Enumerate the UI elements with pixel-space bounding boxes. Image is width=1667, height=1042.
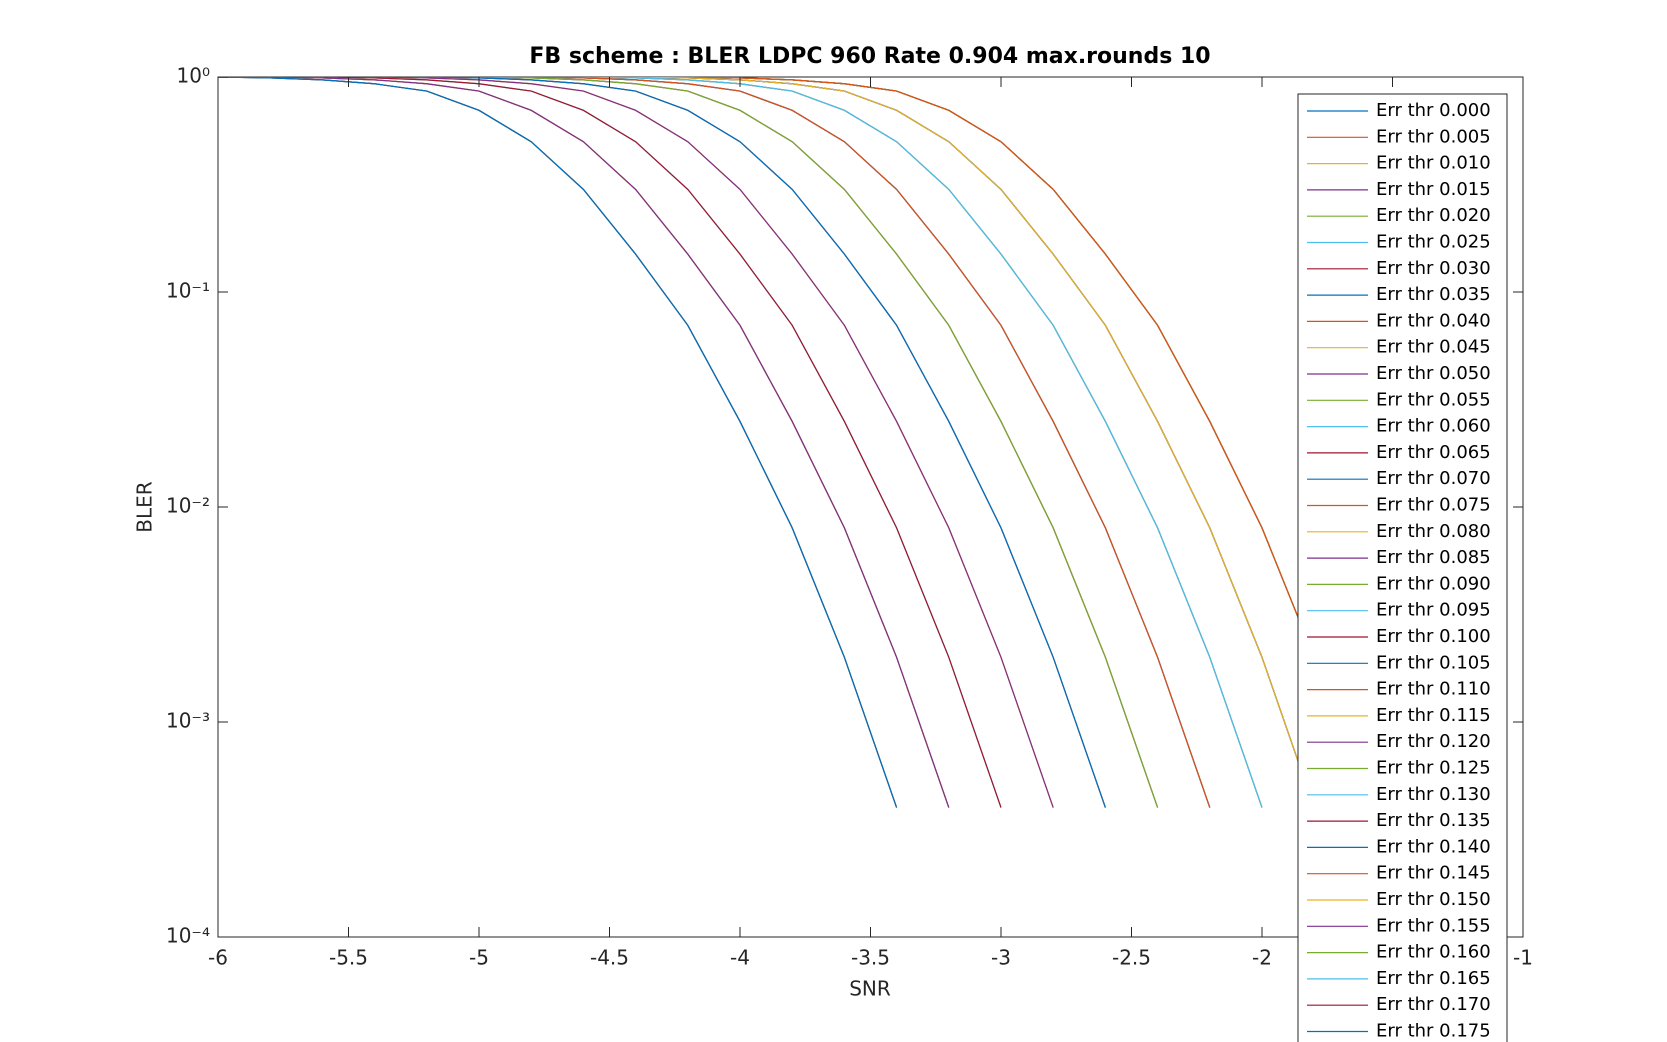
legend-label: Err thr 0.005 — [1376, 126, 1491, 147]
legend-label: Err thr 0.065 — [1376, 442, 1491, 463]
x-tick-label: -4.5 — [590, 946, 629, 970]
series-line — [218, 77, 1211, 808]
series-line — [218, 77, 1054, 808]
legend-label: Err thr 0.125 — [1376, 758, 1491, 779]
legend-label: Err thr 0.155 — [1376, 915, 1491, 936]
x-tick-label: -3.5 — [851, 946, 890, 970]
legend-label: Err thr 0.050 — [1376, 363, 1491, 384]
series-line — [218, 77, 898, 808]
series-line — [218, 77, 1367, 808]
legend-label: Err thr 0.100 — [1376, 626, 1491, 647]
legend-label: Err thr 0.175 — [1376, 1021, 1491, 1042]
legend-label: Err thr 0.055 — [1376, 389, 1491, 410]
legend-label: Err thr 0.140 — [1376, 836, 1491, 857]
legend-label: Err thr 0.090 — [1376, 573, 1491, 594]
legend-label: Err thr 0.060 — [1376, 416, 1491, 437]
x-tick-label: -1 — [1513, 946, 1533, 970]
legend-label: Err thr 0.025 — [1376, 232, 1491, 253]
legend-label: Err thr 0.135 — [1376, 810, 1491, 831]
x-tick-label: -6 — [208, 946, 228, 970]
y-tick-label: 10⁻⁴ — [166, 924, 210, 948]
legend-label: Err thr 0.120 — [1376, 731, 1491, 752]
legend-label: Err thr 0.020 — [1376, 205, 1491, 226]
series-line — [218, 77, 1315, 808]
legend-label: Err thr 0.010 — [1376, 153, 1491, 174]
x-tick-label: -2 — [1252, 946, 1272, 970]
legend-label: Err thr 0.150 — [1376, 889, 1491, 910]
legend-label: Err thr 0.045 — [1376, 337, 1491, 358]
legend-label: Err thr 0.160 — [1376, 942, 1491, 963]
legend-label: Err thr 0.030 — [1376, 258, 1491, 279]
y-tick-label: 10⁻² — [166, 494, 210, 518]
legend-box — [1297, 93, 1508, 1042]
x-tick-label: -4 — [730, 946, 750, 970]
x-tick-label: -5 — [469, 946, 489, 970]
legend-label: Err thr 0.115 — [1376, 705, 1491, 726]
legend-label: Err thr 0.095 — [1376, 600, 1491, 621]
x-axis-label: SNR — [849, 977, 891, 1001]
series-line — [218, 77, 1159, 808]
x-tick-label: -2.5 — [1112, 946, 1151, 970]
legend-label: Err thr 0.000 — [1376, 100, 1491, 121]
legend-label: Err thr 0.015 — [1376, 179, 1491, 200]
legend-label: Err thr 0.130 — [1376, 784, 1491, 805]
series-line — [218, 77, 1106, 808]
y-tick-label: 10⁻¹ — [166, 279, 210, 303]
legend-label: Err thr 0.080 — [1376, 521, 1491, 542]
legend-label: Err thr 0.165 — [1376, 968, 1491, 989]
legend-label: Err thr 0.040 — [1376, 310, 1491, 331]
series-line — [218, 77, 950, 808]
legend-label: Err thr 0.035 — [1376, 284, 1491, 305]
legend-label: Err thr 0.110 — [1376, 679, 1491, 700]
legend: Err thr 0.000 Err thr 0.005 Err thr 0.010 E… — [1297, 93, 1508, 1042]
x-tick-label: -3 — [991, 946, 1011, 970]
y-tick-label: 10⁰ — [177, 64, 210, 88]
x-tick-label: -5.5 — [329, 946, 368, 970]
y-tick-label: 10⁻³ — [166, 709, 210, 733]
legend-label: Err thr 0.070 — [1376, 468, 1491, 489]
chart-title: FB scheme : BLER LDPC 960 Rate 0.904 max… — [529, 44, 1210, 69]
legend-label: Err thr 0.145 — [1376, 863, 1491, 884]
legend-label: Err thr 0.170 — [1376, 994, 1491, 1015]
y-axis-label: BLER — [133, 481, 157, 533]
legend-label: Err thr 0.075 — [1376, 495, 1491, 516]
legend-label: Err thr 0.105 — [1376, 652, 1491, 673]
legend-label: Err thr 0.085 — [1376, 547, 1491, 568]
